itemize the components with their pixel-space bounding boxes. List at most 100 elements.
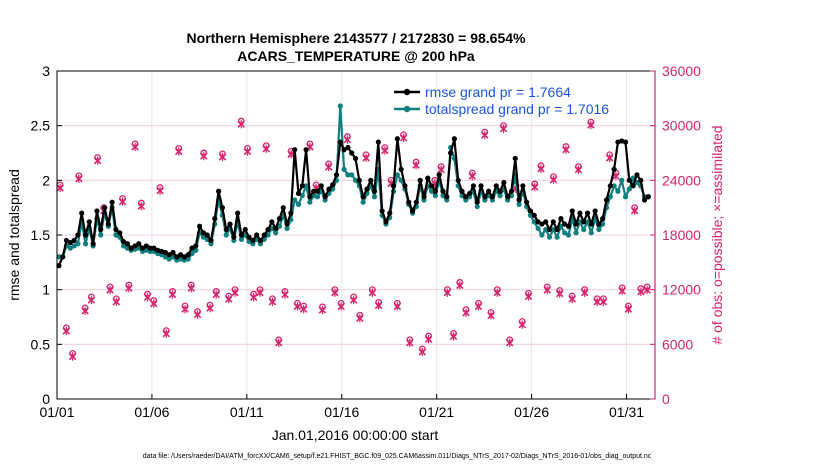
y-tick-label: 0.5 [31,336,51,352]
spread-point [565,232,572,238]
spread-point [577,219,583,225]
obs-assimilated-point [530,182,539,192]
rmse-point [276,216,283,222]
rmse-point [493,183,499,189]
obs-assimilated-point [125,283,133,293]
rmse-point [75,232,81,238]
obs-assimilated-point [499,124,508,133]
spread-point [120,243,127,249]
obs-assimilated-point [249,293,258,302]
rmse-point [219,205,226,211]
rmse-point [204,232,210,238]
spread-point [307,199,313,205]
rmse-point [250,237,256,244]
obs-assimilated-point [337,302,345,311]
rmse-point [398,166,404,172]
obs-assimilated-point [624,304,633,314]
rmse-point [151,245,157,251]
rmse-point [421,194,427,200]
obs-assimilated-point [505,338,514,347]
rmse-point [371,188,378,194]
rmse-point [436,172,442,178]
obs-assimilated-point [349,295,358,305]
obs-assimilated-point [605,153,614,163]
obs-assimilated-point [374,301,383,310]
rmse-point [550,219,556,225]
y-tick-label: 0 [42,391,50,407]
spread-point [543,226,549,233]
footer-data-file: data file: /Users/raeder/DAI/ATM_forcXX/… [143,453,652,460]
rmse-point [622,139,629,145]
rmse-point [337,139,343,145]
obs-assimilated-point [162,329,171,338]
rmse-point [79,210,85,216]
obs-assimilated-point [524,292,533,301]
rmse-point [482,194,488,200]
y-tick-label: 2 [42,172,50,188]
y-right-tick-label: 36000 [662,63,701,79]
spread-point [550,226,556,233]
y-axis-label: rmse and totalspread [6,169,22,301]
obs-assimilated-point [137,201,146,211]
obs-assimilated-point [468,171,477,181]
obs-assimilated-point [324,162,333,172]
rmse-point [193,243,199,249]
rmse-point [117,230,123,236]
obs-assimilated-point [112,297,121,306]
y-tick-label: 1.5 [31,227,51,243]
rmse-point [60,254,66,260]
rmse-point [463,194,469,200]
rmse-point [124,241,130,247]
spread-point [581,226,587,233]
spread-point [67,245,73,251]
rmse-point [459,188,465,194]
rmse-point [345,144,351,151]
rmse-point [170,249,176,256]
rmse-point [212,216,218,222]
rmse-point [185,252,191,258]
obs-assimilated-point [368,288,377,297]
obs-assimilated-point [237,119,245,129]
rmse-point [101,205,108,211]
obs-assimilated-point [537,164,545,173]
rmse-point [569,208,575,214]
legend-spread-marker [403,105,411,113]
obs-assimilated-point [643,285,651,295]
spread-point [474,203,480,210]
rmse-point [497,188,503,194]
spread-point [428,188,435,194]
spread-point [596,226,602,233]
rmse-point [257,237,264,244]
y-right-tick-label: 30000 [662,118,701,134]
spread-point [516,201,522,207]
rmse-point [109,199,115,205]
rmse-point [189,245,195,251]
rmse-point [174,254,180,260]
obs-assimilated-point [418,347,427,357]
rmse-point [269,219,275,225]
rmse-point [265,226,271,233]
rmse-point [261,232,267,238]
rmse-point [596,221,602,227]
rmse-point [231,234,237,240]
y-right-tick-label: 12000 [662,282,701,298]
rmse-point [375,139,381,145]
rmse-point [516,197,522,203]
rmse-point [128,245,134,251]
obs-assimilated-point [281,290,289,299]
spread-point [562,230,568,236]
rmse-point [417,177,423,183]
rmse-point [295,190,302,197]
x-axis-label: Jan.01,2016 00:00:00 start [272,427,439,443]
obs-assimilated-point [487,311,495,320]
rmse-point [200,230,207,236]
obs-assimilated-point [131,142,139,152]
y-right-tick-label: 6000 [662,336,693,352]
y-axis-right-label: # of obs: o=possible; ×=assimilated [709,125,725,344]
x-tick-label: 01/26 [514,404,549,420]
obs-assimilated-point [243,147,252,156]
obs-assimilated-point [630,206,639,215]
series-layer [56,103,651,361]
rmse-point [527,208,534,214]
